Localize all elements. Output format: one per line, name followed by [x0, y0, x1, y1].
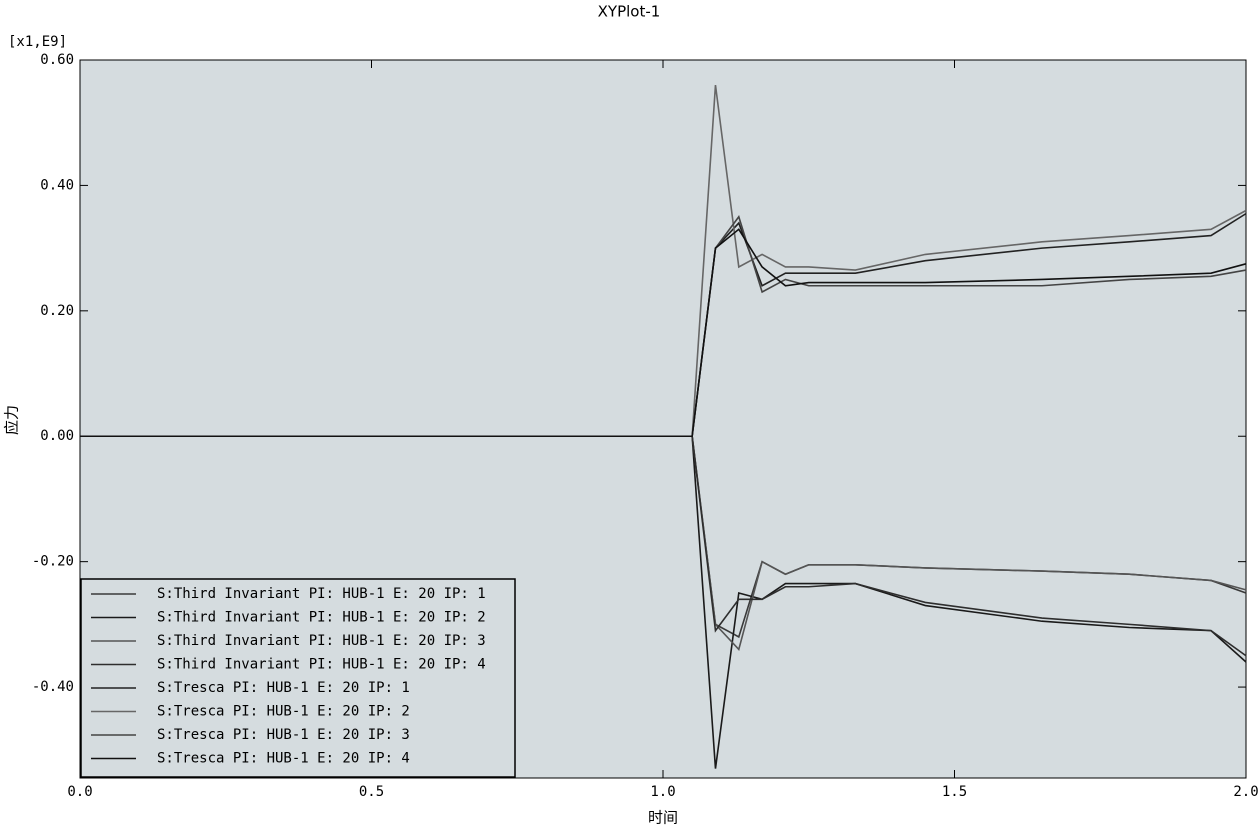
- y-tick-label: -0.20: [32, 554, 74, 570]
- y-tick-label: 0.00: [40, 428, 74, 444]
- y-tick-label: -0.40: [32, 679, 74, 695]
- legend: S:Third Invariant PI: HUB-1 E: 20 IP: 1 S…: [80, 578, 516, 778]
- x-tick-label: 0.0: [67, 784, 92, 800]
- series-line: [80, 228, 1247, 438]
- series-line: [80, 435, 1247, 769]
- legend-label: S:Tresca PI: HUB-1 E: 20 IP: 3: [157, 727, 410, 743]
- legend-label: S:Third Invariant PI: HUB-1 E: 20 IP: 1: [157, 586, 486, 602]
- y-tick-label: 0.20: [40, 303, 74, 319]
- legend-label: S:Tresca PI: HUB-1 E: 20 IP: 2: [157, 704, 410, 720]
- y-tick-label: 0.60: [40, 52, 74, 68]
- x-tick-label: 1.5: [942, 784, 967, 800]
- y-axis-label: 应力: [3, 405, 21, 435]
- y-tick-label: 0.40: [40, 177, 74, 193]
- series-line: [80, 435, 1247, 657]
- x-tick-label: 1.0: [650, 784, 675, 800]
- x-axis-label: 时间: [648, 809, 678, 827]
- x-tick-label: 2.0: [1233, 784, 1258, 800]
- legend-label: S:Third Invariant PI: HUB-1 E: 20 IP: 4: [157, 657, 486, 673]
- y-multiplier: [x1,E9]: [8, 34, 67, 50]
- legend-box: [80, 578, 516, 778]
- legend-label: S:Third Invariant PI: HUB-1 E: 20 IP: 2: [157, 610, 486, 626]
- legend-label: S:Tresca PI: HUB-1 E: 20 IP: 1: [157, 680, 410, 696]
- legend-label: S:Third Invariant PI: HUB-1 E: 20 IP: 3: [157, 633, 486, 649]
- chart-title: XYPlot-1: [598, 3, 661, 21]
- legend-label: S:Tresca PI: HUB-1 E: 20 IP: 4: [157, 751, 410, 767]
- series-line: [80, 84, 1247, 438]
- x-tick-label: 0.5: [359, 784, 384, 800]
